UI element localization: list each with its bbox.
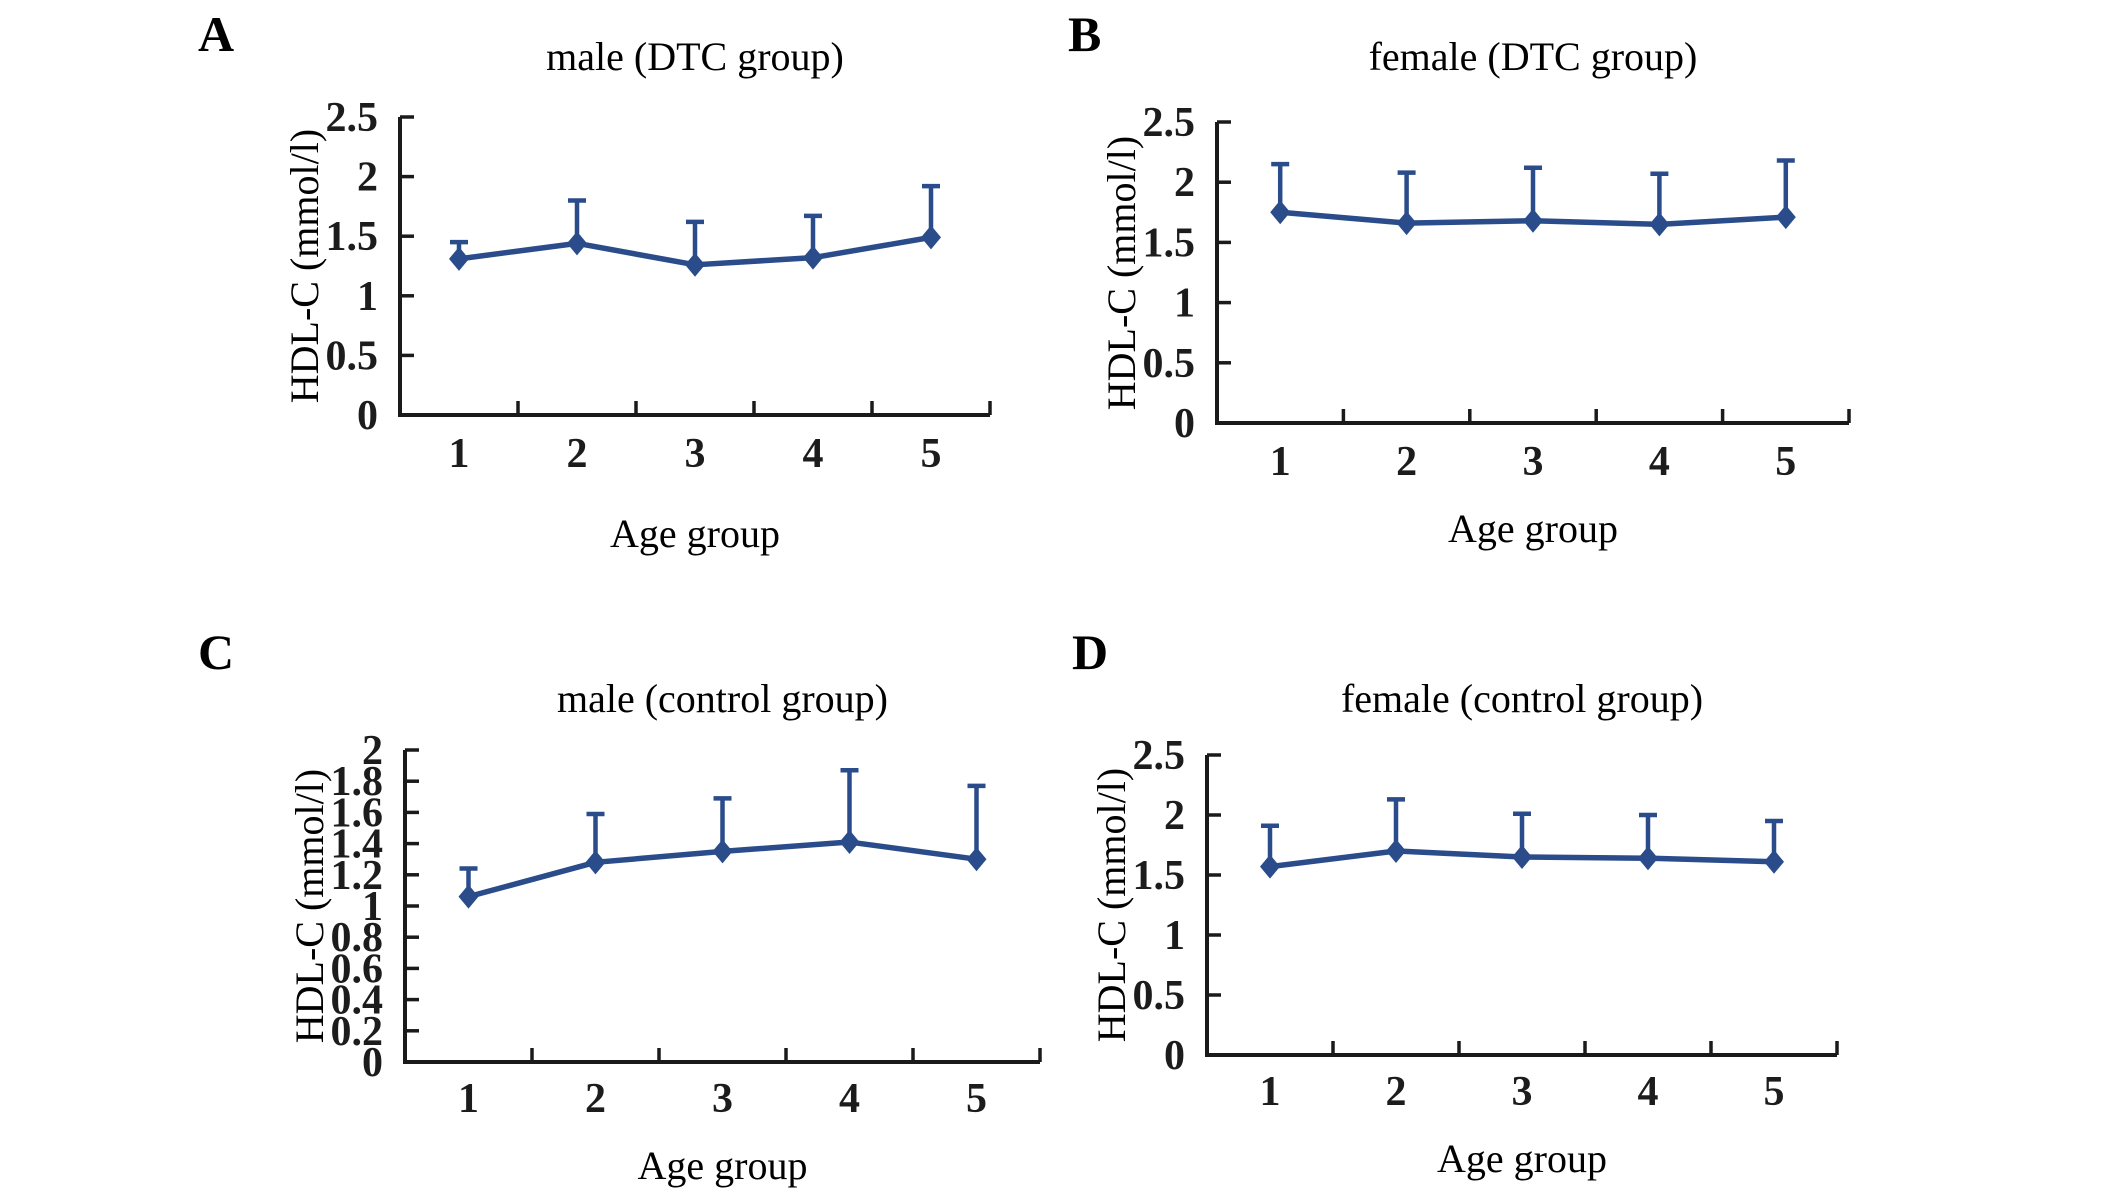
svg-text:4: 4 (1649, 439, 1670, 485)
panel-c-plot: 0 0.2 0.4 0.6 0.8 1 1.2 1.4 1.6 1.8 2 1 2 3 4 5 (150, 615, 1110, 1192)
svg-text:1.2: 1.2 (331, 853, 384, 899)
svg-text:3: 3 (1512, 1069, 1533, 1115)
svg-text:2: 2 (1174, 160, 1195, 206)
svg-text:1: 1 (1164, 913, 1185, 959)
panel-a-chart: A male (DTC group) HDL-C (mmol/l) Age gr… (150, 5, 1110, 570)
svg-text:0: 0 (362, 1040, 383, 1086)
svg-text:2: 2 (1164, 793, 1185, 839)
svg-text:3: 3 (712, 1076, 733, 1122)
panel-d-title: female (control group) (1340, 676, 1704, 721)
svg-text:1: 1 (1174, 281, 1195, 327)
svg-text:2: 2 (362, 728, 383, 774)
svg-text:1.5: 1.5 (1133, 853, 1186, 899)
svg-text:1.5: 1.5 (1143, 220, 1196, 266)
svg-text:4: 4 (803, 431, 824, 477)
svg-text:2: 2 (357, 155, 378, 201)
svg-text:3: 3 (685, 431, 706, 477)
svg-text:1: 1 (357, 274, 378, 320)
svg-text:0: 0 (1174, 401, 1195, 447)
panel-c-x-axis-label: Age group (637, 1143, 808, 1188)
panel-d-x-axis-label: Age group (1437, 1136, 1607, 1181)
panel-b-plot: 0 0.5 1 1.5 2 2.5 1 2 3 4 5 (1060, 5, 2020, 575)
panel-c-title: male (control group) (557, 676, 888, 721)
svg-text:1: 1 (362, 884, 383, 930)
svg-text:0: 0 (1164, 1033, 1185, 1079)
svg-text:2: 2 (1396, 439, 1417, 485)
panel-a-plot: 0 0.5 1 1.5 2 2.5 1 2 3 4 5 (150, 5, 1110, 575)
svg-text:5: 5 (1764, 1069, 1785, 1115)
panel-d-chart: D female (control group) HDL-C (mmol/l) … (1060, 615, 2020, 1192)
panel-a-label: A (198, 6, 235, 62)
svg-text:2.5: 2.5 (326, 95, 379, 141)
svg-text:5: 5 (966, 1076, 987, 1122)
panel-a-x-axis-label: Age group (610, 511, 780, 556)
svg-text:2: 2 (567, 431, 588, 477)
svg-text:0.5: 0.5 (1133, 973, 1186, 1019)
svg-text:0.2: 0.2 (331, 1009, 384, 1055)
panel-d-label: D (1072, 624, 1109, 680)
svg-text:0.8: 0.8 (331, 915, 384, 961)
svg-text:0.5: 0.5 (1143, 341, 1196, 387)
panel-c-chart: C male (control group) HDL-C (mmol/l) Ag… (150, 615, 1110, 1192)
svg-text:1: 1 (458, 1076, 479, 1122)
svg-text:1: 1 (1270, 439, 1291, 485)
svg-text:4: 4 (839, 1076, 860, 1122)
svg-text:1.4: 1.4 (331, 822, 384, 868)
svg-text:1.5: 1.5 (326, 214, 379, 260)
svg-text:2.5: 2.5 (1133, 733, 1186, 779)
svg-text:5: 5 (1775, 439, 1796, 485)
svg-text:2: 2 (1386, 1069, 1407, 1115)
svg-text:3: 3 (1523, 439, 1544, 485)
svg-text:0.6: 0.6 (331, 946, 384, 992)
panel-a-title: male (DTC group) (546, 34, 844, 79)
panel-c-label: C (198, 624, 235, 680)
panel-b-x-axis-label: Age group (1448, 506, 1618, 551)
svg-text:1: 1 (449, 431, 470, 477)
panel-b-title: female (DTC group) (1368, 34, 1698, 79)
svg-text:0: 0 (357, 393, 378, 439)
svg-text:0.4: 0.4 (331, 978, 384, 1024)
svg-text:1.6: 1.6 (331, 790, 384, 836)
svg-text:5: 5 (921, 431, 942, 477)
svg-text:1: 1 (1260, 1069, 1281, 1115)
panel-b-label: B (1068, 6, 1102, 62)
svg-text:1.8: 1.8 (331, 759, 384, 805)
svg-text:2: 2 (585, 1076, 606, 1122)
svg-text:0.5: 0.5 (326, 333, 379, 379)
panel-b-chart: B female (DTC group) HDL-C (mmol/l) Age … (1060, 5, 2020, 570)
panel-d-plot: 0 0.5 1 1.5 2 2.5 1 2 3 4 5 (1060, 615, 2020, 1192)
svg-text:2.5: 2.5 (1143, 100, 1196, 146)
svg-text:4: 4 (1638, 1069, 1659, 1115)
